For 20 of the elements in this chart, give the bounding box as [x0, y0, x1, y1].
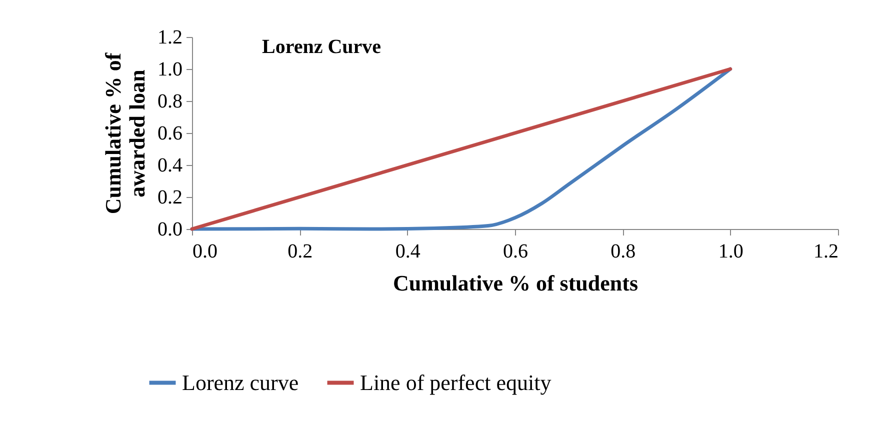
x-tick-label: 0.2	[288, 240, 313, 262]
y-tick-label: 1.0	[158, 58, 182, 80]
chart-title: Lorenz Curve	[262, 36, 382, 58]
y-axis-title: Cumulative % of awarded loan	[100, 52, 150, 214]
legend-label: Line of perfect equity	[360, 370, 552, 395]
x-axis-title: Cumulative % of students	[392, 270, 638, 296]
x-tick-label: 0.8	[610, 240, 636, 262]
x-tick-label: 1.0	[718, 240, 744, 262]
y-tick-label: 1.2	[158, 26, 182, 48]
x-tick-label: 0.4	[395, 240, 420, 262]
x-tick-label: 0.0	[192, 240, 218, 262]
y-tick-label: 0.6	[158, 122, 182, 144]
y-tick-label: 0.2	[158, 186, 182, 208]
x-tick-label: 1.2	[814, 240, 838, 262]
line-series	[190, 67, 732, 231]
y-tick-label: 0.0	[158, 218, 182, 240]
legend-label: Lorenz curve	[182, 370, 299, 395]
y-tick-label: 0.8	[158, 90, 182, 112]
x-tick-label: 0.6	[503, 240, 528, 262]
y-tick-label: 0.4	[158, 154, 182, 176]
